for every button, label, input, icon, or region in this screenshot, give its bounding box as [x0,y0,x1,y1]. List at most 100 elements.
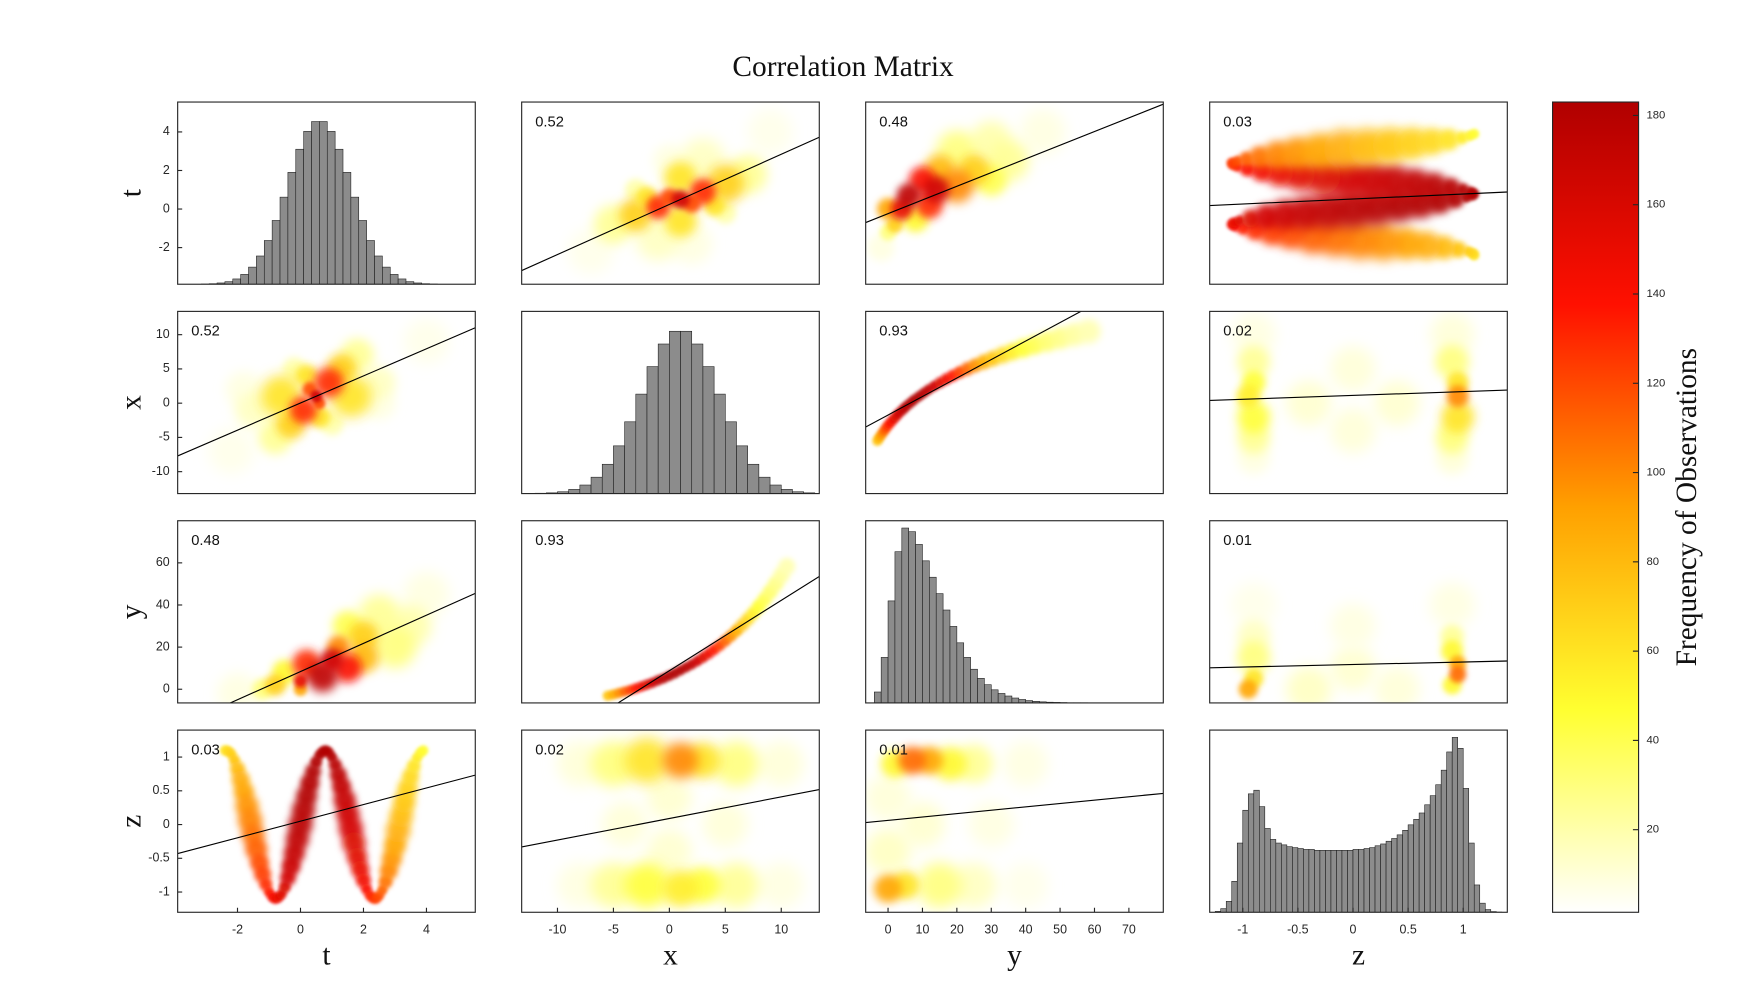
density-cell [899,801,946,848]
panel [523,330,816,494]
correlation-label: 0.02 [1223,324,1252,340]
histogram-bar [1374,845,1381,913]
density-cell [403,318,450,365]
x-axis-label: z [1352,939,1365,971]
histogram-bar [915,544,923,703]
panel [201,121,438,285]
panel [177,745,476,904]
panel [521,109,820,275]
histogram-bar [725,421,737,494]
panel-frame [177,101,476,285]
density-cell [1236,384,1261,409]
density-cell [758,862,804,908]
histogram-bar [263,240,273,285]
correlation-label: 0.03 [191,742,220,758]
density-cell [624,737,670,784]
histogram-bar [366,240,375,285]
histogram-bar [1484,909,1492,913]
histogram-bar [1424,804,1431,913]
density-cell [601,801,648,848]
histogram-bar [382,266,391,285]
panel-frame [521,729,820,913]
density-cell [951,862,997,908]
y-tick-label: 0 [163,817,170,831]
histogram-bar [1330,850,1337,913]
histogram-bar [1451,737,1458,913]
density-cell [662,742,699,779]
histogram-bar [1242,809,1249,913]
panel [602,557,820,703]
density-cell [264,674,286,696]
density-cell [557,862,603,908]
density-cell [664,204,698,238]
histogram-bar [1247,793,1255,913]
histogram-bar [279,196,289,285]
density-cell [590,741,637,787]
density-cell [896,183,921,208]
histogram-bar [1286,846,1293,913]
density-cell [1003,741,1049,787]
y-tick-label: 5 [163,361,170,375]
density-cell [295,364,319,388]
histogram-bar [713,393,726,494]
fit-line [521,788,820,848]
panel-frame [865,101,1164,285]
density-cell [865,828,911,875]
histogram-bar [1385,840,1392,913]
fit-line [1209,191,1508,207]
histogram-bar [389,274,399,285]
density-cell [662,870,699,907]
y-tick-label: -2 [159,240,170,254]
density-cell [758,741,804,787]
panel-frame [177,729,476,913]
x-axis-label: y [1007,939,1022,971]
panel-frame [521,520,820,704]
histogram-bar [747,463,760,494]
x-axis-label: t [322,939,330,971]
histogram-bar [1231,881,1238,913]
x-tick-label: 10 [916,923,930,937]
chart-title: Correlation Matrix [732,51,954,83]
density-cell [1231,582,1277,628]
histogram-bar [1391,838,1398,913]
colorbar-tick-label: 80 [1646,556,1659,568]
x-tick-label: -10 [548,923,566,937]
x-tick-label: 40 [1019,923,1033,937]
density-cell [293,674,308,688]
histogram-bar [1325,850,1332,913]
histogram-bar [1303,849,1310,913]
density-cell [1446,385,1469,408]
x-tick-label: -1 [1237,923,1248,937]
histogram-bar [1418,812,1425,913]
fit-line [865,792,1164,824]
histogram-bar [1402,830,1409,913]
histogram-bar [680,330,693,494]
histogram-bar [248,266,257,285]
histogram-bar [1380,843,1387,913]
histogram-bar [929,576,937,703]
colorbar-label: Frequency of Observations [1671,348,1703,667]
density-cell [867,234,895,262]
histogram-bar [1319,850,1326,913]
density-cell [1396,127,1429,160]
x-tick-label: 50 [1053,923,1067,937]
histogram-bar [970,668,978,703]
histogram-bar [887,600,896,703]
histogram-bar [908,531,916,703]
correlation-label: 0.93 [879,324,908,340]
histogram-bar [326,131,336,285]
panel-frame [1209,310,1508,495]
correlation-label: 0.48 [879,114,908,130]
panel [874,527,1088,703]
x-tick-label: 2 [360,923,367,937]
density-cell [289,396,318,424]
histogram-bar [271,220,281,285]
histogram-bar [397,278,407,285]
histogram-bar [1429,795,1436,913]
histogram-bar [334,148,344,285]
x-tick-label: -0.5 [1287,923,1309,937]
density-cell [646,828,692,875]
y-axis-label: t [115,189,147,197]
x-tick-label: 10 [774,923,788,937]
histogram-bar [1363,848,1370,913]
